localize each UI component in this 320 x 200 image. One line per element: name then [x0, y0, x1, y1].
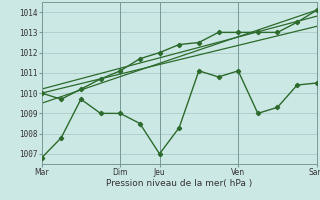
X-axis label: Pression niveau de la mer( hPa ): Pression niveau de la mer( hPa ) [106, 179, 252, 188]
